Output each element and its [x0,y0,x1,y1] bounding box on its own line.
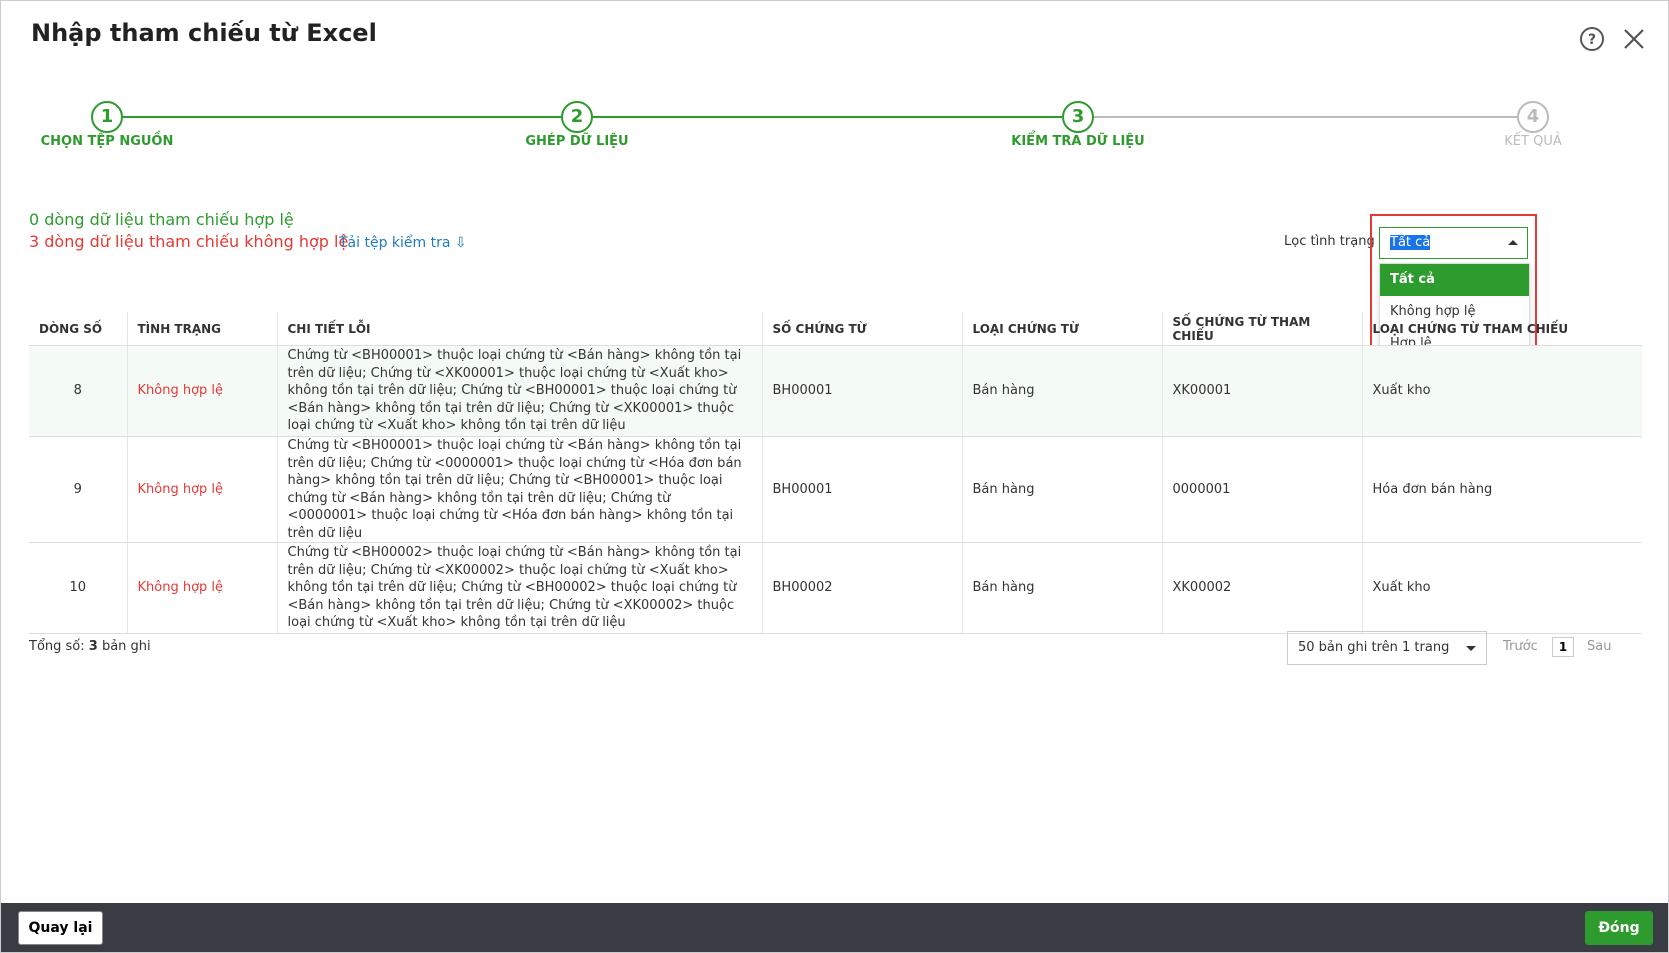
table-cell: Bán hàng [961,345,1162,437]
table-cell: BH00001 [761,345,962,437]
table-cell: Không hợp lệ [126,436,277,543]
table-row: 10 Không hợp lệ Chứng từ <BH00002> thuộc l… [29,542,1642,634]
table-cell: XK00002 [1161,542,1362,634]
table-cell: Bán hàng [961,542,1162,634]
svg-text:?: ? [1588,32,1596,48]
dialog-title: Nhập tham chiếu từ Excel [31,19,377,47]
table-cell: Xuất kho [1361,345,1642,437]
total-unit: bản ghi [101,639,151,654]
table-cell: 9 [29,436,127,543]
table-row: 9 Không hợp lệ Chứng từ <BH00001> thuộc lo… [29,436,1642,543]
column-header: TÌNH TRẠNG [126,312,277,346]
help-icon[interactable]: ? [1578,25,1606,53]
table-cell: Chứng từ <BH00002> thuộc loại chứng từ <… [276,542,762,634]
column-header: SỐ CHỨNG TỪ THAM CHIẾU [1161,312,1362,346]
step-number: 4 [1517,101,1549,133]
download-link[interactable]: Tải tệp kiểm tra ⇩ [339,235,467,251]
table-cell: Chứng từ <BH00001> thuộc loại chứng từ <… [276,345,762,437]
filter-selected[interactable]: Tất cả [1390,235,1431,250]
filter-option[interactable]: Tất cả [1380,264,1529,296]
filter-label: Lọc tình trạng [1284,234,1375,249]
total: Tổng số: 3 bản ghi [29,639,151,654]
total-label: Tổng số: [29,639,85,654]
step-label: KẾT QUẢ [1504,134,1562,149]
valid-summary: 0 dòng dữ liệu tham chiếu hợp lệ [29,210,294,229]
footer-bar [1,903,1668,952]
close-icon[interactable] [1621,26,1647,52]
back-button[interactable]: Quay lại [18,911,103,945]
invalid-summary: 3 dòng dữ liệu tham chiếu không hợp lệ [29,232,349,251]
table-cell: 0000001 [1161,436,1362,543]
table-cell: BH00002 [761,542,962,634]
download-text[interactable]: Tải tệp kiểm tra [339,235,451,251]
step-number: 3 [1062,101,1094,133]
progress-rest [1078,116,1533,118]
table-cell: XK00001 [1161,345,1362,437]
step-number: 2 [561,101,593,133]
step-number: 1 [91,101,123,133]
prev-button[interactable]: Trước [1503,639,1538,654]
close-button[interactable]: Đóng [1585,911,1653,945]
step-label: KIỂM TRA DỮ LIỆU [1011,134,1145,149]
page-number[interactable]: 1 [1552,637,1574,657]
step-label: GHÉP DỮ LIỆU [525,134,629,149]
step-label: CHỌN TỆP NGUỒN [40,134,174,149]
table-cell: BH00001 [761,436,962,543]
column-header: CHI TIẾT LỖI [276,312,762,346]
table-cell: Không hợp lệ [126,542,277,634]
table-cell: 8 [29,345,127,437]
column-header: LOẠI CHỨNG TỪ [961,312,1162,346]
page-size-select[interactable]: 50 bản ghi trên 1 trang [1287,631,1487,665]
column-header: LOẠI CHỨNG TỪ THAM CHIẾU [1361,312,1642,346]
data-table: DÒNG SỐ TÌNH TRẠNG CHI TIẾT LỖI SỐ CHỨNG TỪ… [29,312,1642,634]
total-count: 3 [88,639,98,654]
table-cell: Xuất kho [1361,542,1642,634]
table-cell: Không hợp lệ [126,345,277,437]
next-button[interactable]: Sau [1587,639,1612,654]
spacer [1370,312,1533,367]
table-cell: Bán hàng [961,436,1162,543]
table-cell: 10 [29,542,127,634]
column-header: SỐ CHỨNG TỪ [761,312,962,346]
page-size[interactable]: 50 bản ghi trên 1 trang [1298,640,1450,655]
table-cell: Hóa đơn bán hàng [1361,436,1642,543]
table-cell: Chứng từ <BH00001> thuộc loại chứng từ <… [276,436,762,543]
column-header: DÒNG SỐ [29,312,127,346]
table-row: 8 Không hợp lệ Chứng từ <BH00001> thuộc lo… [29,345,1642,437]
filter-select[interactable]: Tất cả [1379,227,1528,259]
